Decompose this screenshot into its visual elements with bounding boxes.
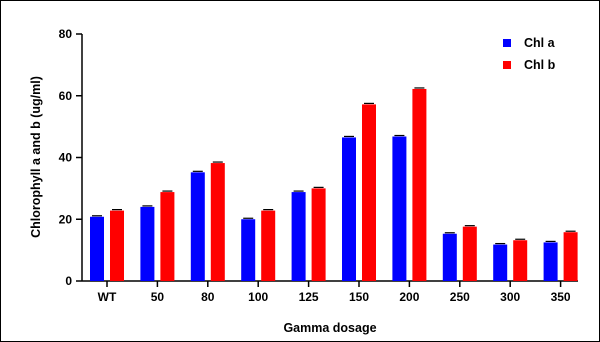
- x-tick-label: 300: [500, 290, 520, 304]
- y-tick-label: 0: [65, 274, 72, 288]
- y-axis-title: Chlorophyll a and b (ug/ml): [29, 76, 43, 238]
- legend-swatch: [503, 39, 511, 47]
- bar-chl-b: [412, 88, 427, 282]
- bar-chl-b: [110, 210, 124, 281]
- bar-chl-a: [392, 136, 407, 281]
- x-tick-label: 350: [551, 290, 571, 304]
- y-ticks: 0 20 40 60 80: [59, 27, 82, 288]
- y-tick-label: 40: [59, 151, 73, 165]
- bar-chl-b: [160, 192, 175, 281]
- bar-chl-a: [241, 219, 256, 281]
- bar-chl-a: [291, 192, 306, 281]
- bar-chl-a: [140, 206, 155, 281]
- bar-chl-b: [513, 240, 528, 281]
- bar-chl-b: [210, 163, 225, 281]
- bar-chl-a: [543, 242, 558, 281]
- x-tick-label: 50: [151, 290, 165, 304]
- x-tick-label: 125: [299, 290, 319, 304]
- legend: Chl a Chl b: [503, 36, 556, 72]
- bar-chl-b: [462, 226, 477, 281]
- x-tick-label: WT: [98, 290, 117, 304]
- y-tick-label: 20: [59, 212, 73, 226]
- bar-chl-a: [493, 244, 508, 281]
- y-tick-label: 60: [59, 89, 73, 103]
- x-ticks: WT 50 80 100 125 150 200 250 300 350: [98, 281, 571, 304]
- bar-chl-a: [190, 172, 205, 281]
- x-tick-label: 150: [349, 290, 369, 304]
- bar-chl-a: [90, 216, 104, 281]
- legend-swatch: [503, 61, 511, 69]
- bar-chl-b: [261, 210, 276, 281]
- x-tick-label: 80: [201, 290, 215, 304]
- bar-chl-b: [362, 104, 376, 282]
- x-tick-label: 250: [450, 290, 470, 304]
- bar-chl-a: [442, 233, 457, 281]
- bar-chl-b: [311, 188, 326, 281]
- x-tick-label: 200: [399, 290, 419, 304]
- y-tick-label: 80: [59, 27, 73, 41]
- bar-chl-b: [563, 232, 578, 281]
- bars: [90, 87, 578, 282]
- legend-label: Chl a: [524, 36, 556, 50]
- bar-chl-a: [342, 137, 356, 281]
- x-tick-label: 100: [248, 290, 268, 304]
- legend-label: Chl b: [524, 58, 556, 72]
- x-axis-title: Gamma dosage: [283, 321, 376, 335]
